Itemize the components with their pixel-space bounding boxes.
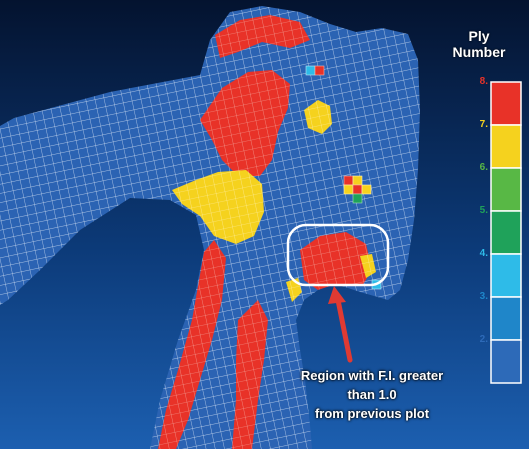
annotation-arrow <box>328 286 353 363</box>
legend-swatch <box>490 210 522 255</box>
ply-region-yellow <box>172 170 264 244</box>
legend-title: Ply Number <box>436 28 522 60</box>
legend-swatch <box>490 167 522 212</box>
legend-title-line1: Ply <box>468 28 490 44</box>
annotation-text: Region with F.I. greater than 1.0 from p… <box>300 368 444 421</box>
ply-region-red <box>200 70 290 176</box>
legend-label: 5. <box>479 205 488 216</box>
ply-region-yellow <box>304 100 332 134</box>
ply-region-red <box>158 240 226 449</box>
ply-legend-colorbar <box>490 81 522 384</box>
legend-title-line2: Number <box>452 44 506 60</box>
legend-label: 4. <box>479 248 488 259</box>
legend-swatch <box>490 81 522 126</box>
ply-region-red <box>232 300 268 449</box>
legend-swatch <box>490 124 522 169</box>
highlight-ring <box>286 223 390 287</box>
legend-swatch <box>490 253 522 298</box>
legend-label: 8. <box>479 76 488 87</box>
ply-region-red <box>215 15 310 58</box>
legend-swatch <box>490 296 522 341</box>
ply-patch-cluster <box>305 65 382 290</box>
legend-label: 6. <box>479 162 488 173</box>
ply-region-yellow <box>360 254 376 278</box>
legend-swatch <box>490 339 522 384</box>
legend-label: 7. <box>479 119 488 130</box>
legend-label: 2. <box>479 334 488 345</box>
legend-label: 3. <box>479 291 488 302</box>
ply-region-red <box>300 232 372 290</box>
